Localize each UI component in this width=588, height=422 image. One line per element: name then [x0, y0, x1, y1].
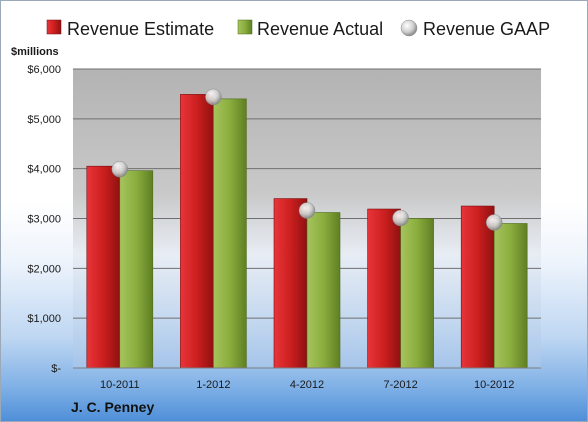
legend-swatch-estimate	[46, 19, 62, 35]
x-tick-label: 10-2011	[100, 379, 140, 391]
legend-swatch-actual	[237, 19, 253, 35]
bar-revenue-actual	[493, 223, 528, 369]
legend-label-gaap: Revenue GAAP	[423, 19, 550, 39]
y-tick-label: $1,000	[27, 313, 61, 325]
bar-revenue-actual	[306, 212, 341, 369]
x-tick-label: 7-2012	[383, 379, 417, 391]
marker-revenue-gaap	[392, 209, 409, 227]
marker-revenue-gaap	[111, 160, 129, 178]
marker-revenue-gaap	[298, 202, 316, 219]
bar-revenue-actual	[119, 170, 154, 369]
y-tick-label: $6,000	[27, 64, 61, 76]
bar-revenue-estimate	[367, 208, 401, 369]
legend-item-gaap: Revenue GAAP	[400, 19, 550, 39]
y-axis-labels: $- $1,000 $2,000 $3,000 $4,000 $5,000 $6,000	[27, 64, 61, 375]
y-tick-label: $2,000	[27, 263, 61, 275]
marker-revenue-gaap	[205, 88, 222, 106]
y-axis-unit-label: $millions	[11, 46, 59, 58]
y-tick-label: $-	[51, 363, 61, 375]
x-tick-label: 1-2012	[196, 379, 230, 391]
legend-item-estimate: Revenue Estimate	[46, 19, 214, 39]
bars	[86, 94, 528, 369]
x-tick-label: 4-2012	[290, 379, 324, 391]
x-tick-label: 10-2012	[474, 379, 514, 391]
bar-revenue-estimate	[86, 165, 121, 369]
y-tick-label: $3,000	[27, 214, 61, 226]
legend-label-estimate: Revenue Estimate	[67, 19, 214, 39]
bar-revenue-estimate	[180, 94, 214, 369]
y-tick-label: $5,000	[27, 114, 61, 126]
gaap-markers	[111, 88, 503, 231]
company-name: J. C. Penney	[71, 399, 155, 415]
legend-item-actual: Revenue Actual	[237, 19, 383, 39]
bar-revenue-actual	[400, 218, 434, 369]
marker-revenue-gaap	[485, 214, 503, 231]
legend-label-actual: Revenue Actual	[257, 19, 383, 39]
y-tick-label: $4,000	[27, 164, 61, 176]
bar-revenue-estimate	[273, 198, 308, 369]
bar-revenue-estimate	[460, 205, 495, 369]
legend-swatch-gaap	[400, 19, 418, 37]
legend: Revenue Estimate Revenue Actual Revenue …	[46, 19, 550, 39]
bar-revenue-actual	[213, 98, 247, 369]
x-axis-labels: 10-2011 1-2012 4-2012 7-2012 10-2012	[100, 379, 514, 391]
